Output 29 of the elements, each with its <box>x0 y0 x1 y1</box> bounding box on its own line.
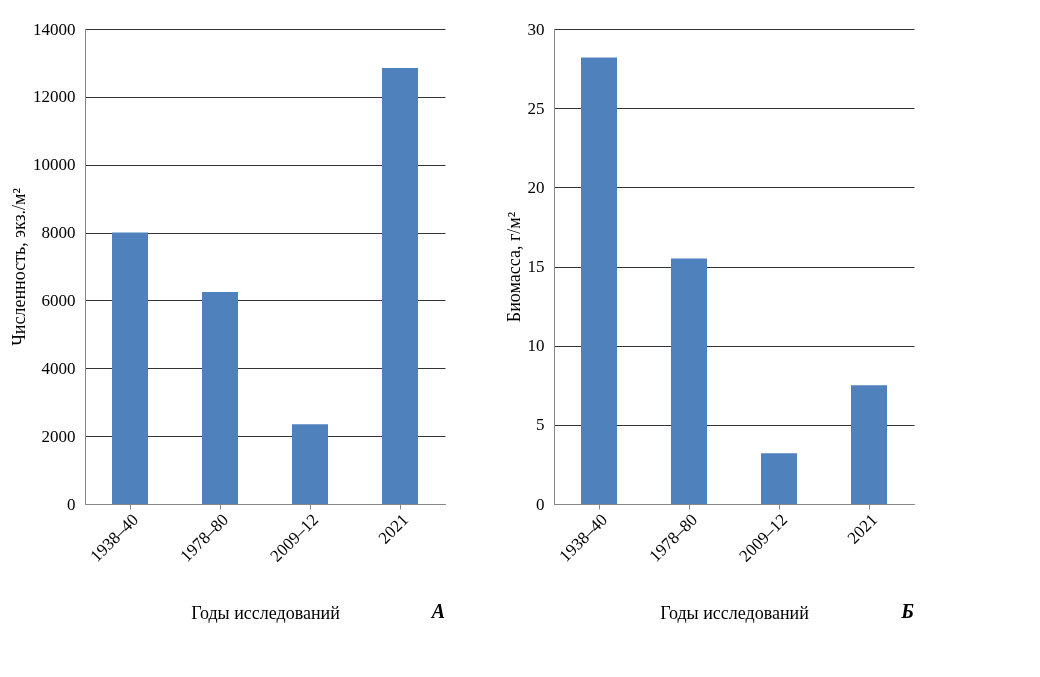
y-tick-label: 20 <box>527 177 545 197</box>
bar <box>112 232 148 504</box>
bar <box>851 385 887 504</box>
y-tick-label: 10000 <box>33 155 76 175</box>
y-tick-label: 12000 <box>33 87 76 107</box>
y-tick-label: 8000 <box>41 223 76 243</box>
y-tick-label: 5 <box>536 415 545 435</box>
bar <box>382 68 418 504</box>
y-axis-title: Биомасса, г/м² <box>503 211 524 323</box>
y-tick-label: 2000 <box>41 426 76 446</box>
bar <box>581 57 617 504</box>
y-tick-label: 10 <box>527 336 545 356</box>
y-tick-label: 6000 <box>41 290 76 310</box>
y-tick-label: 30 <box>527 19 545 39</box>
y-tick-label: 25 <box>527 98 545 118</box>
y-axis-title: Численность, экз./м² <box>9 188 29 346</box>
y-tick-label: 15 <box>527 257 545 276</box>
y-tick-label: 4000 <box>41 358 76 378</box>
bar <box>671 258 707 504</box>
bar <box>202 291 238 504</box>
text: А <box>429 600 445 623</box>
y-tick-label: 14000 <box>33 19 76 39</box>
bar <box>292 424 328 504</box>
bar <box>761 453 797 504</box>
x-axis-title: Годы исследований <box>660 602 810 623</box>
text: Б <box>900 600 915 623</box>
y-tick-label: 0 <box>536 494 545 514</box>
x-axis-title: Годы исследований <box>191 602 341 623</box>
y-tick-label: 0 <box>67 494 76 514</box>
